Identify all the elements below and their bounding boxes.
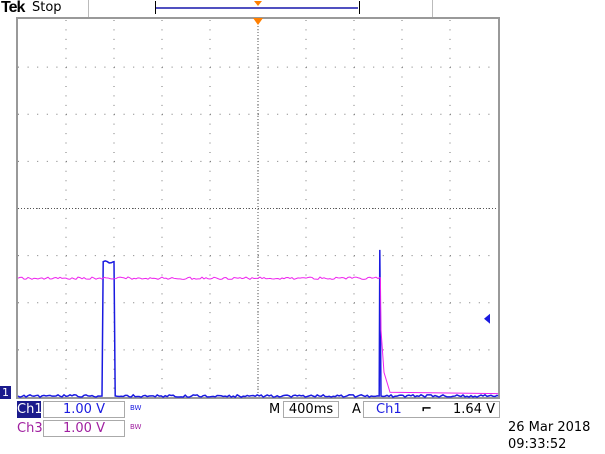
waveform-display	[0, 0, 605, 454]
ch1-ground-marker[interactable]: 1	[0, 386, 11, 399]
trigger-level: 1.64 V	[453, 402, 495, 417]
ch3-scale: 1.00 V	[43, 420, 125, 437]
record-trigger-marker	[254, 1, 262, 6]
trigger-prefix: A	[352, 402, 361, 417]
trigger-position-marker	[253, 18, 263, 25]
ch1-label[interactable]: Ch1	[17, 401, 41, 418]
timestamp: 26 Mar 2018 09:33:52	[508, 419, 590, 453]
time: 09:33:52	[508, 436, 590, 453]
trigger-readout[interactable]: Ch1 ⌐ 1.64 V	[363, 401, 500, 418]
ch3-label[interactable]: Ch3	[17, 420, 43, 437]
timebase-value[interactable]: 400ms	[283, 401, 339, 418]
timebase-prefix: M	[269, 402, 280, 417]
date: 26 Mar 2018	[508, 419, 590, 436]
trigger-source: Ch1	[376, 402, 402, 417]
falling-edge-icon: ⌐	[421, 402, 432, 417]
ch1-scale: 1.00 V	[43, 401, 125, 418]
ch1-bw-limit-icon: BW	[130, 404, 141, 412]
ch3-bw-limit-icon: BW	[130, 423, 141, 431]
trigger-level-marker	[484, 314, 490, 324]
